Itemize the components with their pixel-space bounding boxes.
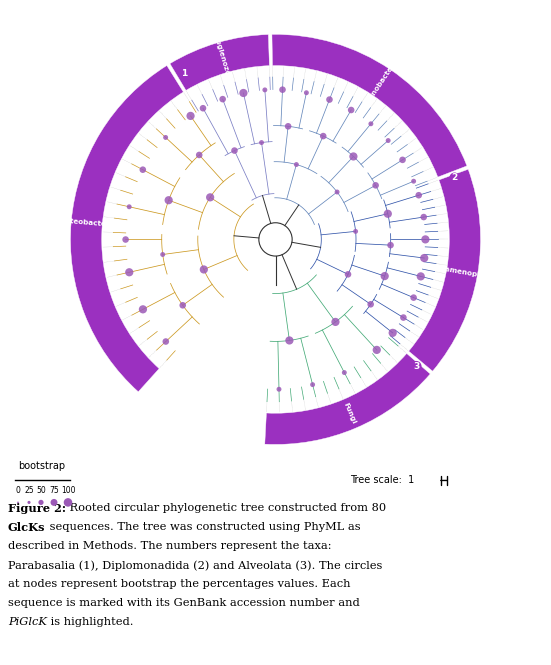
Point: [257, 137, 266, 148]
Point: [349, 151, 358, 162]
Point: [25, 497, 34, 508]
Point: [421, 234, 430, 245]
Text: 1: 1: [181, 69, 187, 78]
Point: [388, 328, 397, 338]
Point: [383, 208, 392, 219]
Text: Tree scale:  1: Tree scale: 1: [350, 475, 414, 485]
Point: [161, 132, 170, 143]
Text: bootstrap: bootstrap: [18, 462, 66, 471]
Point: [274, 384, 283, 394]
Text: 75: 75: [49, 486, 59, 495]
Point: [399, 313, 408, 323]
Point: [372, 344, 381, 355]
Point: [138, 164, 147, 175]
Point: [63, 497, 72, 508]
Wedge shape: [265, 353, 430, 444]
Point: [366, 299, 375, 310]
Point: [420, 253, 429, 263]
Point: [325, 94, 334, 105]
Point: [419, 211, 428, 222]
Point: [195, 150, 204, 160]
Text: Figure 2:: Figure 2:: [8, 503, 66, 514]
Point: [409, 293, 418, 303]
Wedge shape: [170, 35, 269, 90]
Point: [230, 145, 239, 156]
Point: [36, 497, 45, 508]
Point: [380, 271, 389, 281]
Point: [347, 104, 355, 115]
Point: [333, 187, 342, 198]
Point: [50, 497, 58, 508]
Point: [302, 87, 311, 98]
Point: [278, 84, 287, 95]
Text: 25: 25: [24, 486, 34, 495]
Point: [414, 190, 423, 201]
Point: [218, 94, 227, 104]
Point: [138, 304, 147, 315]
Text: GlcKs: GlcKs: [8, 522, 46, 533]
Text: Fungi: Fungi: [342, 402, 356, 426]
Text: at nodes represent bootstrap the percentages values. Each: at nodes represent bootstrap the percent…: [8, 579, 350, 589]
Point: [386, 240, 395, 251]
Point: [366, 118, 375, 129]
Text: 0: 0: [15, 486, 20, 495]
Point: [186, 110, 195, 121]
Text: 2: 2: [451, 173, 458, 182]
Point: [179, 300, 187, 311]
Point: [351, 226, 360, 237]
Point: [239, 88, 248, 98]
Point: [158, 249, 167, 260]
Text: Cyanobacteria: Cyanobacteria: [363, 57, 401, 108]
Point: [340, 367, 349, 378]
Text: Stramenopiles: Stramenopiles: [433, 264, 492, 281]
Point: [292, 159, 301, 170]
Text: described in Methods. The numbers represent the taxa:: described in Methods. The numbers repres…: [8, 541, 332, 551]
Point: [164, 195, 173, 205]
Text: is highlighted.: is highlighted.: [47, 617, 133, 627]
Point: [161, 336, 170, 347]
Point: [417, 271, 425, 282]
Point: [409, 176, 418, 187]
Point: [261, 84, 269, 95]
Text: 3: 3: [413, 362, 419, 370]
Text: sequences. The tree was constructed using PhyML as: sequences. The tree was constructed usin…: [46, 522, 360, 533]
Point: [14, 497, 23, 508]
Point: [285, 335, 294, 346]
Text: sequence is marked with its GenBank accession number and: sequence is marked with its GenBank acce…: [8, 598, 360, 608]
Point: [199, 264, 208, 275]
Wedge shape: [272, 35, 467, 177]
Point: [125, 267, 134, 277]
Point: [331, 317, 340, 327]
Point: [125, 201, 133, 212]
Text: Proteobacteria: Proteobacteria: [56, 217, 117, 229]
Text: Euglenozoa: Euglenozoa: [212, 35, 231, 81]
Point: [206, 192, 214, 203]
Text: Rooted circular phylogenetic tree constructed from 80: Rooted circular phylogenetic tree constr…: [66, 503, 386, 513]
Wedge shape: [71, 66, 183, 392]
Point: [371, 180, 380, 191]
Point: [284, 121, 293, 132]
Text: Parabasalia (1), Diplomonadida (2) and Alveolata (3). The circles: Parabasalia (1), Diplomonadida (2) and A…: [8, 560, 382, 571]
Point: [398, 154, 407, 165]
Point: [344, 269, 353, 280]
Point: [198, 103, 207, 114]
Point: [121, 234, 130, 245]
Point: [308, 379, 317, 390]
Text: 50: 50: [36, 486, 46, 495]
Point: [383, 135, 392, 146]
Point: [319, 131, 328, 142]
Text: 100: 100: [61, 486, 75, 495]
Wedge shape: [409, 170, 480, 371]
Text: PiGlcK: PiGlcK: [8, 617, 47, 627]
